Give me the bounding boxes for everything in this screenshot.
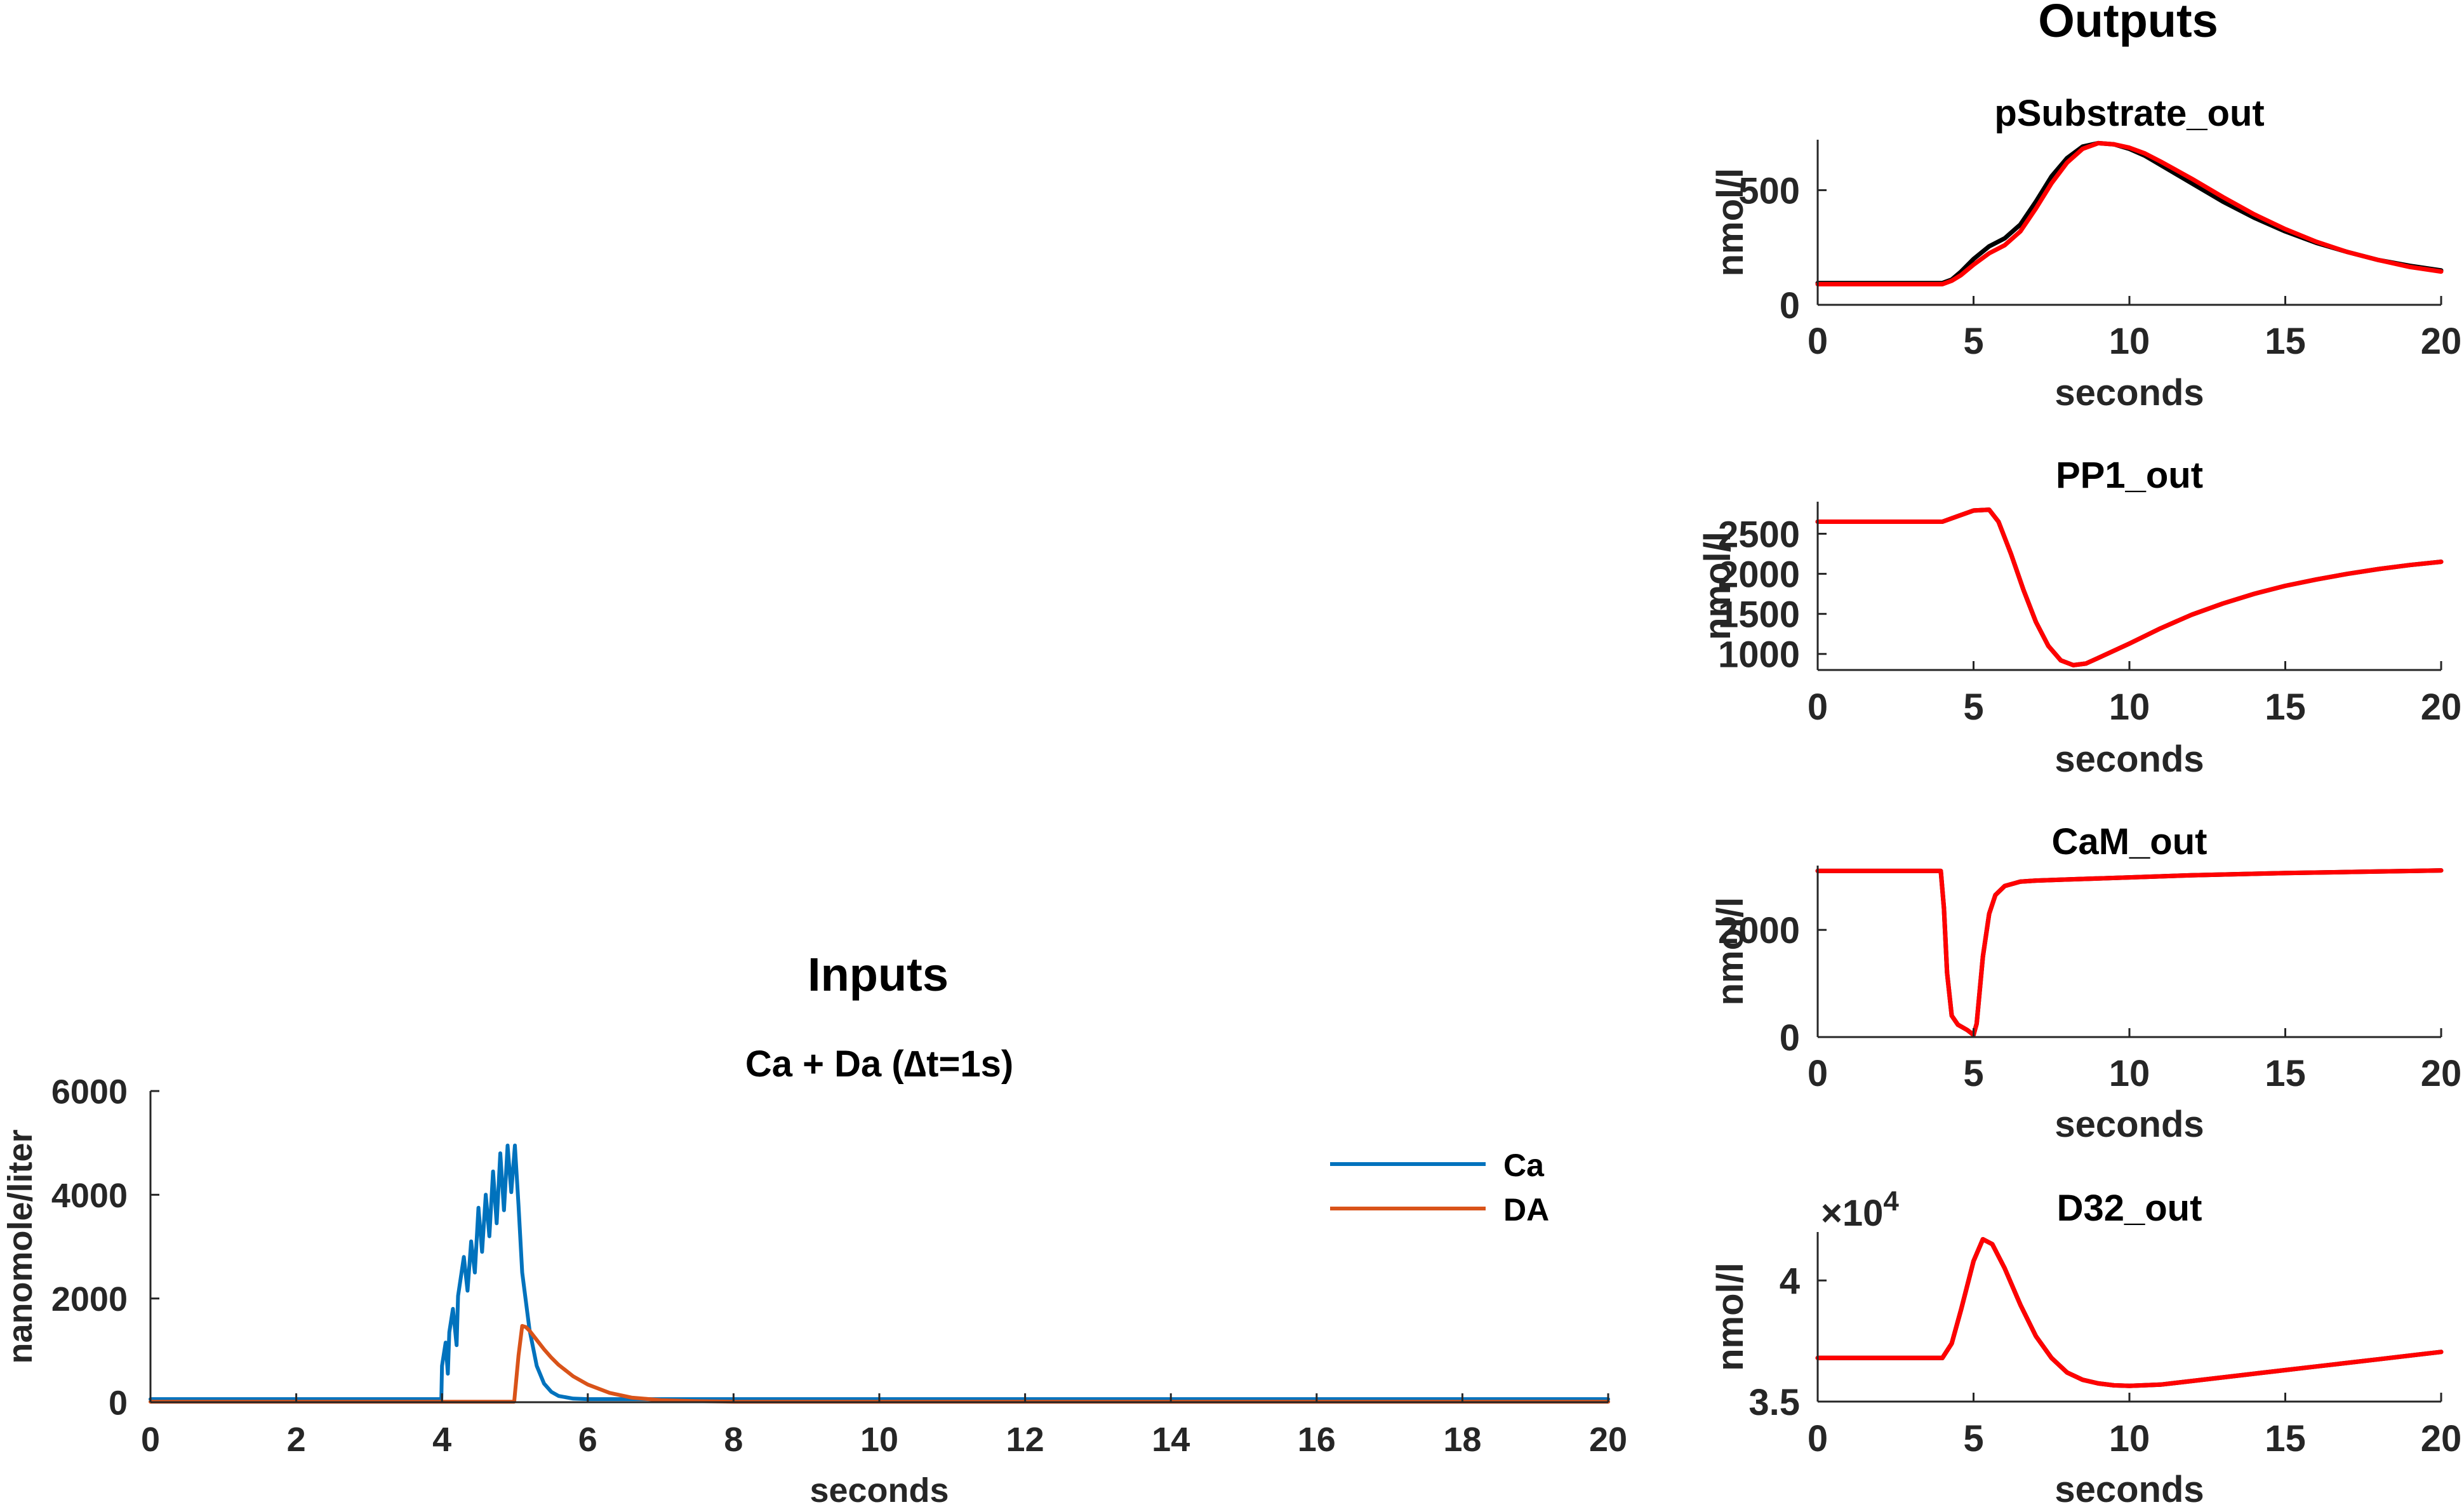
chart-title-psubstrate: pSubstrate_out: [1994, 93, 2264, 134]
inputs-heading: Inputs: [808, 948, 949, 1001]
x-tick-label-inputs-3: 6: [578, 1421, 597, 1459]
x-tick-label-psubstrate-2: 10: [2109, 321, 2150, 362]
series-line-psubstrate-1: [1815, 140, 2444, 286]
x-tick-label-inputs-5: 10: [860, 1421, 898, 1459]
x-tick-label-cam-2: 10: [2109, 1053, 2150, 1094]
x-tick-label-pp1-3: 15: [2265, 687, 2306, 728]
x-tick-label-inputs-10: 20: [1589, 1421, 1627, 1459]
x-tick-label-pp1-1: 5: [1963, 687, 1983, 728]
x-tick-label-pp1-2: 10: [2109, 687, 2150, 728]
x-tick-label-cam-3: 15: [2265, 1053, 2306, 1094]
y-tick-label-inputs-3: 6000: [51, 1073, 128, 1111]
series-line-cam-1: [1815, 868, 2444, 1038]
x-tick-label-d32-4: 20: [2421, 1418, 2462, 1459]
series-line-cam-0: [1815, 868, 2444, 1038]
x-tick-label-cam-0: 0: [1808, 1053, 1828, 1094]
y-tick-label-inputs-1: 2000: [51, 1280, 128, 1318]
axis-multiplier-exponent: 4: [1883, 1186, 1899, 1217]
legend-label-da: DA: [1503, 1192, 1549, 1228]
x-axis-label-psubstrate: seconds: [2054, 372, 2204, 413]
y-tick-label-pp1-2: 2000: [1718, 554, 1800, 595]
y-tick-label-pp1-0: 1000: [1718, 634, 1800, 676]
axis-multiplier-d32: ×104: [1821, 1186, 1899, 1234]
y-tick-label-cam-0: 0: [1780, 1017, 1800, 1059]
series-line-inputs-0: [149, 1143, 1610, 1402]
x-axis-label-d32: seconds: [2054, 1469, 2204, 1507]
y-axis-label-inputs: nanomole/liter: [1, 1129, 39, 1363]
y-axis-label-psubstrate: nmol/l: [1710, 168, 1751, 277]
x-tick-label-cam-4: 20: [2421, 1053, 2462, 1094]
x-tick-label-pp1-4: 20: [2421, 687, 2462, 728]
x-tick-label-inputs-6: 12: [1006, 1421, 1044, 1459]
x-tick-label-psubstrate-0: 0: [1808, 321, 1828, 362]
series-line-pp1-1: [1815, 507, 2444, 667]
outputs-heading: Outputs: [2038, 0, 2218, 47]
x-tick-label-d32-0: 0: [1808, 1418, 1828, 1459]
x-tick-label-inputs-1: 2: [287, 1421, 306, 1459]
x-tick-label-inputs-9: 18: [1443, 1421, 1481, 1459]
x-tick-label-psubstrate-3: 15: [2265, 321, 2306, 362]
series-line-psubstrate-0: [1815, 140, 2444, 286]
y-axis-label-cam: nmol/l: [1710, 897, 1751, 1006]
x-tick-label-inputs-4: 8: [724, 1421, 743, 1459]
chart-title-d32: D32_out: [2057, 1188, 2202, 1229]
x-axis-label-inputs: seconds: [809, 1471, 949, 1507]
y-axis-label-pp1: nmol/l: [1697, 532, 1738, 640]
chart-title-cam: CaM_out: [2052, 821, 2208, 862]
x-tick-label-d32-1: 5: [1963, 1418, 1983, 1459]
x-tick-label-d32-3: 15: [2265, 1418, 2306, 1459]
y-tick-label-cam-1: 2000: [1718, 910, 1800, 951]
x-tick-label-psubstrate-4: 20: [2421, 321, 2462, 362]
x-tick-label-inputs-2: 4: [432, 1421, 451, 1459]
y-tick-label-inputs-0: 0: [109, 1384, 128, 1422]
y-tick-label-pp1-1: 1500: [1718, 594, 1800, 636]
y-tick-label-pp1-3: 2500: [1718, 514, 1800, 555]
y-axis-label-d32: nmol/l: [1710, 1263, 1751, 1371]
legend: Ca DA: [1330, 1148, 1549, 1228]
x-axis-label-cam: seconds: [2054, 1104, 2204, 1145]
axis-multiplier-base: ×10: [1821, 1193, 1883, 1234]
series-line-inputs-1: [149, 1323, 1610, 1404]
y-tick-label-inputs-2: 4000: [51, 1177, 128, 1215]
chart-title-inputs: Ca + Da (∆t=1s): [745, 1043, 1013, 1085]
x-tick-label-cam-1: 5: [1963, 1053, 1983, 1094]
chart-title-pp1: PP1_out: [2056, 455, 2203, 496]
legend-label-ca: Ca: [1503, 1148, 1545, 1183]
x-tick-label-inputs-0: 0: [141, 1421, 160, 1459]
x-tick-label-pp1-0: 0: [1808, 687, 1828, 728]
x-tick-label-psubstrate-1: 5: [1963, 321, 1983, 362]
y-tick-label-d32-0: 3.5: [1748, 1382, 1800, 1423]
x-tick-label-d32-2: 10: [2109, 1418, 2150, 1459]
y-tick-label-psubstrate-1: 500: [1738, 170, 1800, 211]
x-tick-label-inputs-7: 14: [1152, 1421, 1190, 1459]
plot-inputs: 0 2 4 6 8 10 12 14 16 18 20 0 2000 4000 6000 Ca + Da (∆…: [1, 1043, 1627, 1507]
x-tick-label-inputs-8: 16: [1298, 1421, 1336, 1459]
y-tick-label-d32-1: 4: [1780, 1261, 1800, 1302]
series-line-d32-1: [1815, 1236, 2444, 1388]
x-axis-label-pp1: seconds: [2054, 739, 2204, 780]
y-tick-label-psubstrate-0: 0: [1780, 285, 1800, 326]
